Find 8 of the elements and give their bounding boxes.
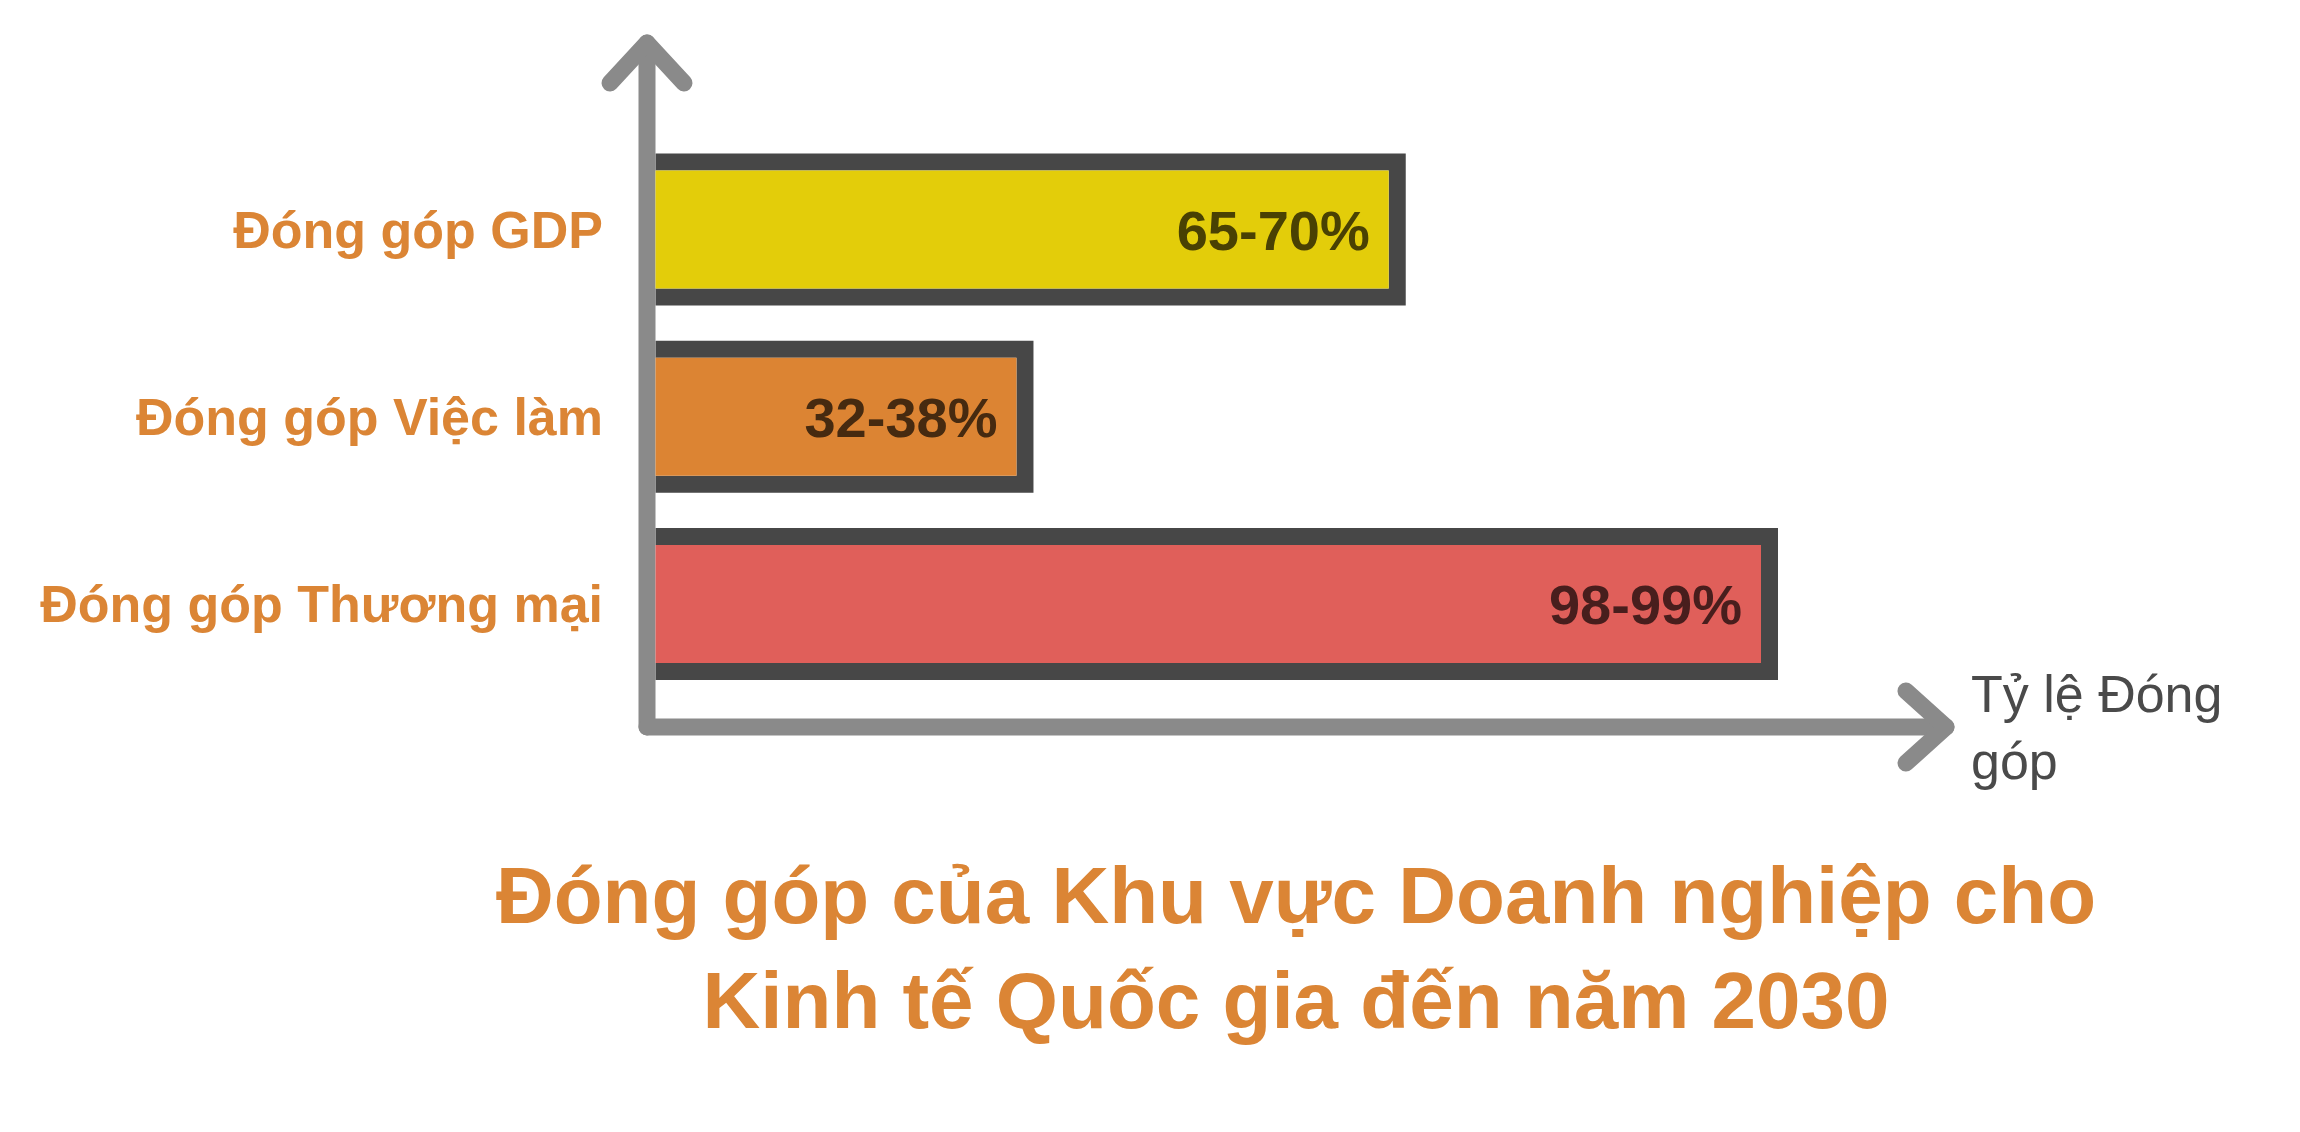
y-tick-label: Đóng góp Việc làm [135,387,603,446]
y-tick-label: Đóng góp GDP [233,200,603,259]
data-label: 32-38% [804,385,998,449]
y-tick-label: Đóng góp Thương mại [40,575,603,633]
data-label: 65-70% [1176,198,1370,261]
data-label: 98-99% [1548,572,1742,636]
text: Đóng góp của Khu vực Doanh nghiệp cho Kinh tế Quốc gia đến năm 2030 [495,851,2097,1045]
x-axis-title: Tỷ lệ Đóng góp [1971,665,2223,790]
